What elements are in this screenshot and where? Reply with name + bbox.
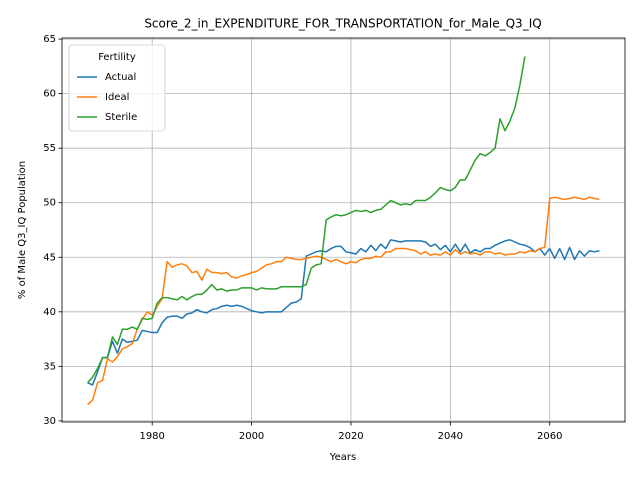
legend-label: Sterile [105, 112, 137, 123]
legend-label: Ideal [105, 92, 129, 103]
x-tick-label: 2040 [438, 431, 463, 442]
x-axis-label: Years [329, 452, 356, 463]
plot-frame [61, 37, 626, 423]
y-tick-label: 40 [43, 307, 56, 318]
y-tick-label: 60 [43, 89, 56, 100]
chart-title: Score_2_in_EXPENDITURE_FOR_TRANSPORTATIO… [144, 17, 541, 31]
x-tick-label: 2020 [338, 431, 363, 442]
legend: Fertility Actual Ideal Sterile [68, 44, 166, 132]
x-tick-label: 1980 [139, 431, 164, 442]
x-tick-label: 2000 [239, 431, 264, 442]
y-tick-label: 65 [43, 34, 56, 45]
line-series [87, 196, 600, 406]
line-series [87, 239, 600, 386]
legend-box [68, 44, 166, 132]
legend-title: Fertility [98, 52, 136, 63]
y-tick-label: 30 [43, 416, 56, 427]
y-axis-label: % of Male Q3_IQ Population [17, 161, 28, 299]
legend-label: Actual [105, 72, 136, 83]
y-tick-label: 45 [43, 252, 56, 263]
y-tick-label: 35 [43, 361, 56, 372]
line-series [87, 56, 526, 384]
y-tick-label: 50 [43, 198, 56, 209]
x-tick-label: 2060 [537, 431, 562, 442]
y-tick-label: 55 [43, 143, 56, 154]
